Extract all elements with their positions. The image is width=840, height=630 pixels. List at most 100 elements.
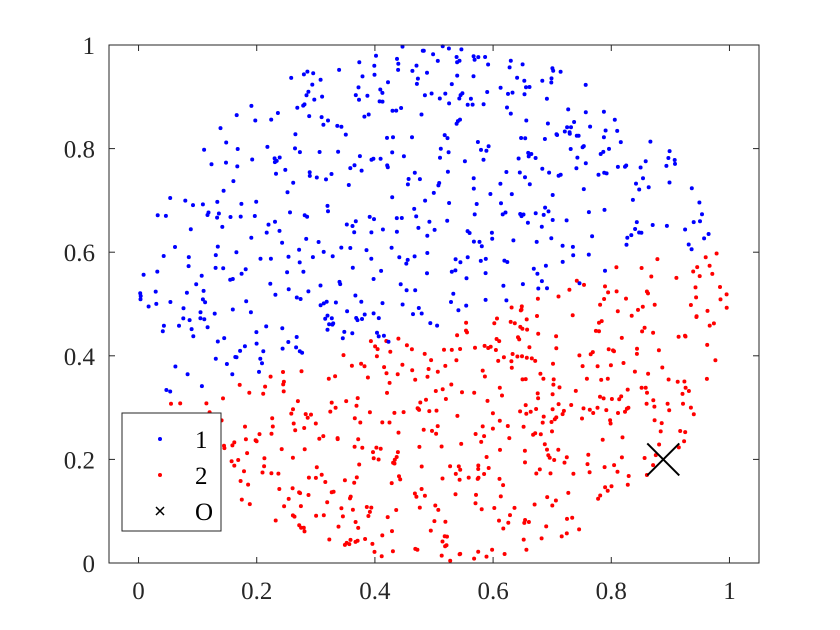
data-point-series-1 — [250, 157, 255, 162]
data-point-series-2 — [439, 553, 444, 558]
data-point-series-2 — [395, 450, 400, 455]
data-point-series-1 — [187, 318, 192, 323]
data-point-series-1 — [205, 213, 210, 217]
data-point-series-1 — [386, 339, 391, 344]
data-point-series-1 — [371, 277, 376, 281]
data-point-series-1 — [339, 124, 344, 129]
data-point-series-1 — [464, 303, 469, 308]
data-point-series-2 — [652, 404, 657, 409]
data-point-series-1 — [213, 265, 218, 270]
data-point-series-1 — [352, 163, 357, 168]
x-tick-label: 0.2 — [241, 578, 272, 605]
data-point-series-1 — [603, 128, 608, 133]
data-point-series-1 — [380, 99, 385, 104]
data-point-series-1 — [350, 265, 355, 270]
data-point-series-1 — [297, 150, 302, 155]
data-point-series-2 — [694, 295, 699, 300]
data-point-series-1 — [280, 326, 285, 331]
data-point-series-1 — [555, 133, 560, 137]
data-point-series-1 — [630, 197, 635, 202]
data-point-series-2 — [482, 434, 487, 439]
data-point-series-1 — [396, 61, 401, 66]
data-point-series-1 — [354, 316, 359, 320]
data-point-series-1 — [372, 72, 377, 77]
data-point-series-2 — [326, 376, 331, 381]
data-point-series-2 — [569, 403, 574, 407]
data-point-series-1 — [304, 236, 309, 241]
data-point-series-1 — [691, 220, 696, 225]
data-point-series-2 — [505, 424, 510, 428]
data-point-series-1 — [483, 271, 488, 276]
data-point-series-2 — [535, 314, 539, 318]
data-point-series-1 — [471, 239, 476, 244]
data-point-series-1 — [539, 224, 544, 229]
data-point-series-2 — [556, 294, 561, 299]
data-point-series-1 — [339, 245, 344, 250]
data-point-series-1 — [325, 203, 330, 208]
data-point-series-1 — [570, 244, 575, 249]
data-point-series-1 — [435, 323, 440, 328]
data-point-series-1 — [173, 245, 177, 249]
data-point-series-1 — [702, 236, 707, 241]
data-point-series-1 — [596, 172, 601, 177]
data-point-series-1 — [590, 234, 595, 239]
data-point-series-2 — [243, 437, 248, 442]
data-point-series-1 — [666, 156, 671, 160]
data-point-series-2 — [458, 467, 463, 472]
data-point-series-2 — [509, 359, 514, 364]
data-point-series-2 — [396, 430, 401, 435]
data-point-series-1 — [683, 227, 688, 232]
data-point-series-1 — [376, 334, 381, 339]
data-point-series-1 — [329, 172, 334, 176]
data-point-series-2 — [606, 290, 611, 295]
data-point-series-1 — [445, 169, 450, 174]
data-point-series-1 — [199, 384, 204, 389]
data-point-series-2 — [323, 480, 328, 484]
data-point-series-1 — [425, 70, 429, 75]
data-point-series-1 — [244, 299, 249, 304]
data-point-series-1 — [253, 118, 258, 123]
data-point-series-2 — [658, 429, 663, 434]
data-point-series-2 — [601, 396, 606, 401]
legend-marker-2 — [158, 473, 162, 477]
data-point-series-1 — [449, 269, 454, 274]
data-point-series-2 — [354, 403, 359, 408]
data-point-series-1 — [541, 212, 546, 217]
axes-box — [108, 44, 760, 564]
data-point-series-1 — [404, 288, 409, 293]
data-point-series-2 — [639, 266, 644, 270]
data-point-series-2 — [443, 397, 448, 401]
data-point-series-2 — [587, 470, 592, 475]
data-point-series-2 — [492, 321, 497, 326]
data-point-series-1 — [238, 348, 243, 353]
data-point-series-1 — [634, 220, 639, 225]
data-point-series-1 — [410, 135, 414, 140]
data-point-series-1 — [264, 230, 269, 235]
data-point-series-2 — [317, 436, 322, 441]
data-point-series-1 — [298, 297, 303, 301]
data-point-series-1 — [470, 102, 475, 107]
data-point-series-2 — [290, 486, 295, 491]
data-point-series-2 — [523, 518, 528, 522]
data-point-series-1 — [542, 137, 547, 141]
data-point-series-1 — [533, 211, 538, 216]
data-point-series-2 — [433, 389, 438, 393]
data-point-series-2 — [325, 500, 330, 505]
data-point-series-2 — [612, 463, 617, 468]
data-point-series-2 — [498, 494, 503, 499]
data-point-series-2 — [480, 368, 485, 373]
data-point-series-1 — [390, 108, 395, 113]
data-point-series-1 — [367, 214, 372, 219]
data-point-series-2 — [520, 377, 525, 382]
data-point-series-2 — [392, 457, 397, 462]
data-point-series-2 — [276, 471, 281, 476]
data-point-series-1 — [566, 107, 571, 112]
data-point-series-2 — [449, 382, 454, 387]
data-point-series-2 — [336, 524, 341, 529]
data-point-series-2 — [546, 453, 551, 458]
data-point-series-2 — [442, 347, 446, 352]
data-point-series-1 — [459, 47, 464, 52]
data-point-series-1 — [286, 254, 291, 259]
data-point-series-1 — [168, 300, 173, 304]
data-point-series-2 — [639, 385, 644, 390]
